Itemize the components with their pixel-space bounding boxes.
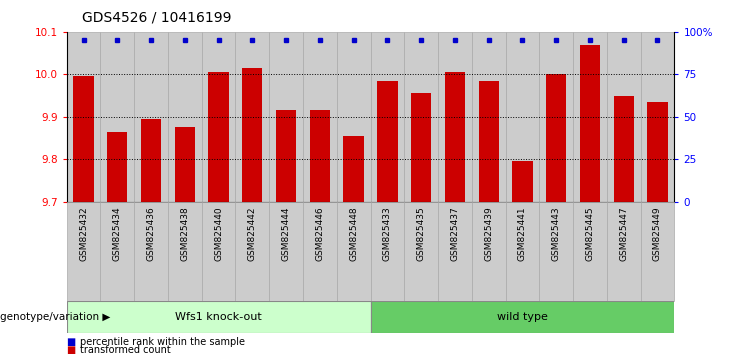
Text: GSM825436: GSM825436 bbox=[147, 207, 156, 262]
Text: ■: ■ bbox=[67, 337, 79, 347]
Text: GSM825448: GSM825448 bbox=[349, 207, 358, 261]
Bar bbox=[472, 32, 505, 202]
Text: GSM825446: GSM825446 bbox=[316, 207, 325, 261]
Text: GSM825440: GSM825440 bbox=[214, 207, 223, 261]
Text: GSM825437: GSM825437 bbox=[451, 207, 459, 262]
Text: GSM825442: GSM825442 bbox=[247, 207, 257, 261]
Text: GSM825445: GSM825445 bbox=[585, 207, 594, 261]
FancyBboxPatch shape bbox=[101, 202, 134, 301]
Bar bbox=[614, 96, 634, 202]
Text: GSM825434: GSM825434 bbox=[113, 207, 122, 261]
Bar bbox=[310, 110, 330, 202]
FancyBboxPatch shape bbox=[505, 202, 539, 301]
Bar bbox=[141, 119, 162, 202]
Bar bbox=[73, 76, 93, 202]
FancyBboxPatch shape bbox=[405, 202, 438, 301]
FancyBboxPatch shape bbox=[370, 301, 674, 333]
Bar bbox=[445, 72, 465, 202]
FancyBboxPatch shape bbox=[67, 202, 101, 301]
Bar bbox=[512, 161, 533, 202]
Text: genotype/variation ▶: genotype/variation ▶ bbox=[0, 312, 110, 322]
Text: GSM825447: GSM825447 bbox=[619, 207, 628, 261]
Text: GSM825443: GSM825443 bbox=[551, 207, 561, 261]
FancyBboxPatch shape bbox=[303, 202, 336, 301]
Bar bbox=[438, 32, 472, 202]
FancyBboxPatch shape bbox=[67, 301, 370, 333]
Bar bbox=[573, 32, 607, 202]
FancyBboxPatch shape bbox=[269, 202, 303, 301]
Text: GSM825449: GSM825449 bbox=[653, 207, 662, 261]
Bar bbox=[336, 32, 370, 202]
Bar bbox=[236, 32, 269, 202]
Bar bbox=[539, 32, 573, 202]
Bar bbox=[269, 32, 303, 202]
Text: GSM825438: GSM825438 bbox=[180, 207, 190, 262]
Bar bbox=[640, 32, 674, 202]
Bar bbox=[67, 32, 101, 202]
FancyBboxPatch shape bbox=[472, 202, 505, 301]
Bar bbox=[648, 102, 668, 202]
Bar bbox=[134, 32, 168, 202]
FancyBboxPatch shape bbox=[336, 202, 370, 301]
Text: percentile rank within the sample: percentile rank within the sample bbox=[80, 337, 245, 347]
FancyBboxPatch shape bbox=[370, 202, 405, 301]
Text: wild type: wild type bbox=[497, 312, 548, 322]
FancyBboxPatch shape bbox=[134, 202, 168, 301]
Bar bbox=[411, 93, 431, 202]
Bar bbox=[101, 32, 134, 202]
Bar bbox=[607, 32, 640, 202]
FancyBboxPatch shape bbox=[236, 202, 269, 301]
FancyBboxPatch shape bbox=[607, 202, 640, 301]
FancyBboxPatch shape bbox=[573, 202, 607, 301]
Bar bbox=[202, 32, 236, 202]
Bar bbox=[242, 68, 262, 202]
Text: ■: ■ bbox=[67, 346, 79, 354]
Bar bbox=[276, 110, 296, 202]
Bar bbox=[303, 32, 336, 202]
Text: GSM825439: GSM825439 bbox=[484, 207, 494, 262]
FancyBboxPatch shape bbox=[438, 202, 472, 301]
Text: transformed count: transformed count bbox=[80, 346, 170, 354]
Bar bbox=[208, 72, 229, 202]
FancyBboxPatch shape bbox=[202, 202, 236, 301]
Text: Wfs1 knock-out: Wfs1 knock-out bbox=[175, 312, 262, 322]
FancyBboxPatch shape bbox=[168, 202, 202, 301]
Text: GDS4526 / 10416199: GDS4526 / 10416199 bbox=[82, 11, 231, 25]
Text: GSM825432: GSM825432 bbox=[79, 207, 88, 261]
Bar bbox=[579, 45, 600, 202]
Bar bbox=[505, 32, 539, 202]
Text: GSM825435: GSM825435 bbox=[416, 207, 425, 262]
Bar bbox=[168, 32, 202, 202]
Text: GSM825433: GSM825433 bbox=[383, 207, 392, 262]
Bar bbox=[370, 32, 405, 202]
Bar bbox=[479, 81, 499, 202]
Bar bbox=[405, 32, 438, 202]
FancyBboxPatch shape bbox=[640, 202, 674, 301]
Bar bbox=[175, 127, 195, 202]
FancyBboxPatch shape bbox=[539, 202, 573, 301]
Text: GSM825441: GSM825441 bbox=[518, 207, 527, 261]
Bar bbox=[344, 136, 364, 202]
Bar bbox=[546, 74, 566, 202]
Bar bbox=[377, 81, 397, 202]
Bar bbox=[107, 132, 127, 202]
Text: GSM825444: GSM825444 bbox=[282, 207, 290, 261]
